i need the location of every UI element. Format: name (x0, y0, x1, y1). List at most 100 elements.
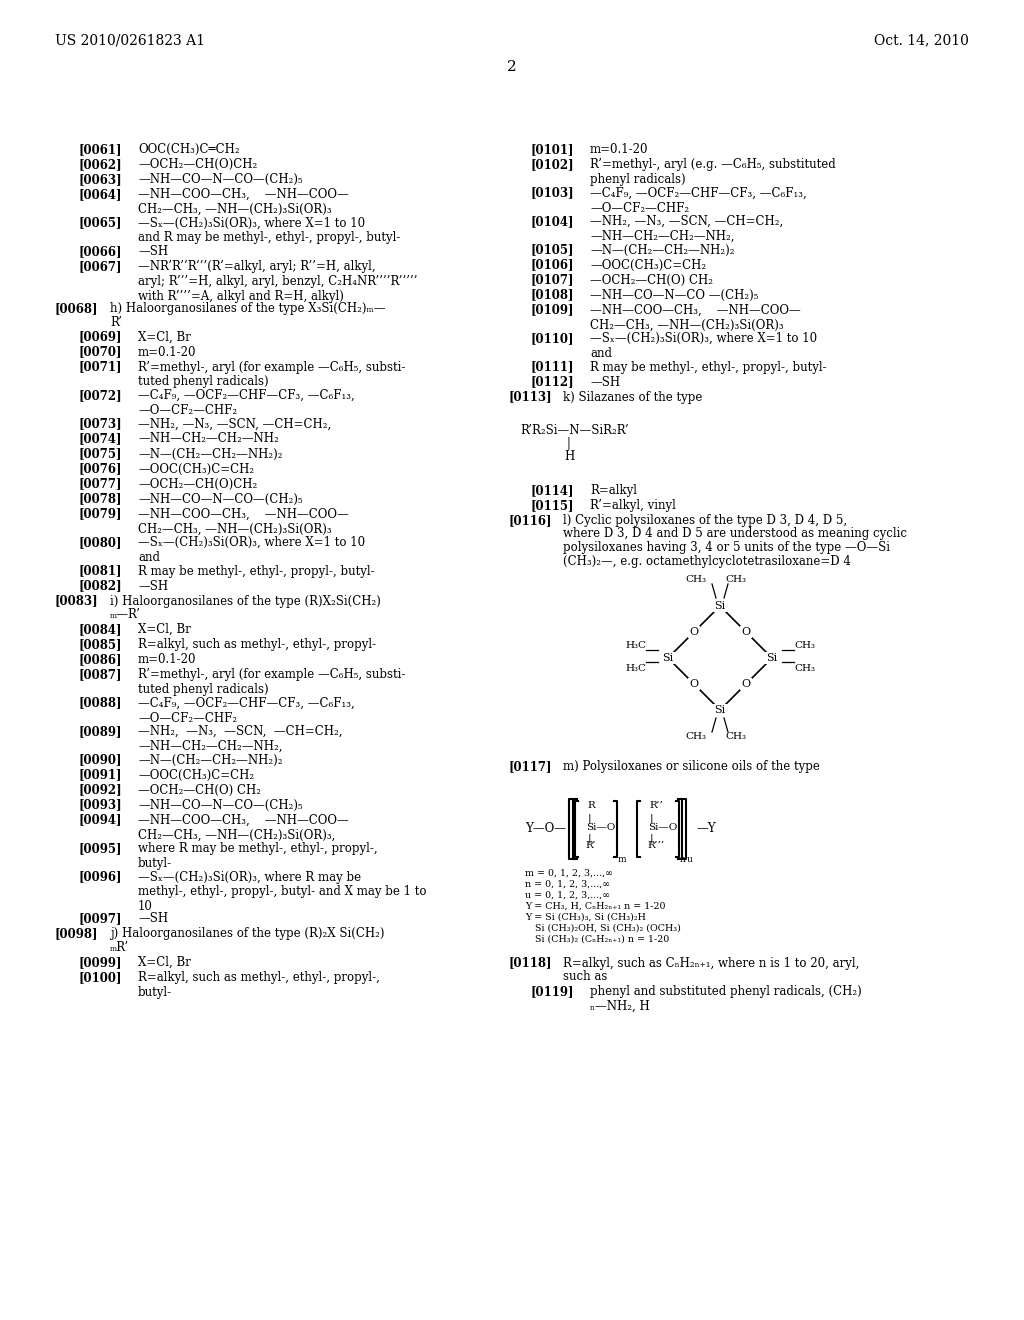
Text: [0086]: [0086] (78, 653, 122, 667)
Text: ₘ—R’: ₘ—R’ (110, 609, 141, 620)
Text: CH₃: CH₃ (725, 733, 746, 741)
Text: —N—(CH₂—CH₂—NH₂)₂: —N—(CH₂—CH₂—NH₂)₂ (590, 243, 734, 256)
Text: O: O (741, 627, 751, 638)
Text: [0068]: [0068] (55, 302, 98, 315)
Text: m = 0, 1, 2, 3,...,∞: m = 0, 1, 2, 3,...,∞ (525, 869, 613, 878)
Text: —Sₓ—(CH₂)₃Si(OR)₃, where R may be
methyl-, ethyl-, propyl-, butyl- and X may be : —Sₓ—(CH₂)₃Si(OR)₃, where R may be methyl… (138, 870, 427, 913)
Text: (CH₃)₂—, e.g. octamethylcyclotetrasiloxane=D 4: (CH₃)₂—, e.g. octamethylcyclotetrasiloxa… (563, 554, 851, 568)
Text: u = 0, 1, 2, 3,...,∞: u = 0, 1, 2, 3,...,∞ (525, 891, 610, 899)
Text: —NH—CO—N—CO—(CH₂)₅: —NH—CO—N—CO—(CH₂)₅ (138, 799, 303, 812)
Text: [0083]: [0083] (55, 594, 98, 607)
Text: —N—(CH₂—CH₂—NH₂)₂: —N—(CH₂—CH₂—NH₂)₂ (138, 754, 283, 767)
Text: [0095]: [0095] (78, 842, 122, 855)
Text: —OOC(CH₃)C=CH₂: —OOC(CH₃)C=CH₂ (138, 462, 254, 475)
Text: —C₄F₉, —OCF₂—CHF—CF₃, —C₆F₁₃,
—O—CF₂—CHF₂: —C₄F₉, —OCF₂—CHF—CF₃, —C₆F₁₃, —O—CF₂—CHF… (138, 389, 354, 417)
Text: [0066]: [0066] (78, 246, 122, 257)
Text: m) Polysiloxanes or silicone oils of the type: m) Polysiloxanes or silicone oils of the… (563, 760, 820, 774)
Text: m=0.1-20: m=0.1-20 (590, 143, 648, 156)
Text: [0081]: [0081] (78, 565, 122, 578)
Text: [0065]: [0065] (78, 216, 122, 230)
Text: Y—O—: Y—O— (525, 821, 566, 834)
Text: [0098]: [0098] (55, 928, 98, 940)
Text: [0082]: [0082] (78, 579, 122, 593)
Text: |: | (650, 813, 653, 822)
Text: [0113]: [0113] (508, 391, 552, 404)
Text: —NH₂, —N₃, —SCN, —CH=CH₂,
—NH—CH₂—CH₂—NH₂,: —NH₂, —N₃, —SCN, —CH=CH₂, —NH—CH₂—CH₂—NH… (590, 215, 783, 243)
Text: —Y: —Y (696, 821, 716, 834)
Text: [0089]: [0089] (78, 725, 122, 738)
Text: [0070]: [0070] (78, 346, 122, 359)
Text: n = 0, 1, 2, 3,...,∞: n = 0, 1, 2, 3,...,∞ (525, 879, 610, 888)
Text: [0105]: [0105] (530, 243, 573, 256)
Text: [0115]: [0115] (530, 499, 573, 512)
Text: |: | (588, 813, 592, 822)
Text: —C₄F₉, —OCF₂—CHF—CF₃, —C₆F₁₃,
—O—CF₂—CHF₂: —C₄F₉, —OCF₂—CHF—CF₃, —C₆F₁₃, —O—CF₂—CHF… (590, 186, 807, 214)
Text: k) Silazanes of the type: k) Silazanes of the type (563, 391, 702, 404)
Text: —OOC(CH₃)C=CH₂: —OOC(CH₃)C=CH₂ (590, 259, 707, 272)
Text: —NR’R’’R’’’(R’=alkyl, aryl; R’’=H, alkyl,
aryl; R’’’=H, alkyl, aryl, benzyl, C₂H: —NR’R’’R’’’(R’=alkyl, aryl; R’’=H, alkyl… (138, 260, 418, 304)
Text: [0071]: [0071] (78, 360, 122, 374)
Text: —OOC(CH₃)C=CH₂: —OOC(CH₃)C=CH₂ (138, 768, 254, 781)
Text: [0076]: [0076] (78, 462, 122, 475)
Text: R’=methyl-, aryl (for example —C₆H₅, substi-
tuted phenyl radicals): R’=methyl-, aryl (for example —C₆H₅, sub… (138, 668, 406, 696)
Text: —NH—COO—CH₃,    —NH—COO—
CH₂—CH₃, —NH—(CH₂)₃Si(OR)₃: —NH—COO—CH₃, —NH—COO— CH₂—CH₃, —NH—(CH₂)… (138, 187, 349, 216)
Text: Si: Si (715, 705, 726, 715)
Text: Y = CH₃, H, CₙH₂ₙ₊₁ n = 1-20: Y = CH₃, H, CₙH₂ₙ₊₁ n = 1-20 (525, 902, 666, 911)
Text: [0102]: [0102] (530, 158, 573, 172)
Text: R’R₂Si—N—SiR₂R’: R’R₂Si—N—SiR₂R’ (520, 424, 629, 437)
Text: [0084]: [0084] (78, 623, 122, 636)
Text: |: | (650, 833, 653, 843)
Text: X=Cl, Br: X=Cl, Br (138, 956, 190, 969)
Text: [0061]: [0061] (78, 143, 122, 156)
Text: [0100]: [0100] (78, 972, 122, 983)
Text: [0094]: [0094] (78, 813, 122, 826)
Text: CH₃: CH₃ (794, 642, 815, 651)
Text: —SH: —SH (138, 246, 168, 257)
Text: [0085]: [0085] (78, 638, 122, 651)
Text: [0117]: [0117] (508, 760, 552, 774)
Text: [0107]: [0107] (530, 273, 573, 286)
Text: —Sₓ—(CH₂)₃Si(OR)₃, where X=1 to 10
and R may be methyl-, ethyl-, propyl-, butyl-: —Sₓ—(CH₂)₃Si(OR)₃, where X=1 to 10 and R… (138, 216, 400, 244)
Text: [0077]: [0077] (78, 478, 122, 491)
Text: R’: R’ (110, 315, 122, 329)
Text: [0101]: [0101] (530, 143, 573, 156)
Text: US 2010/0261823 A1: US 2010/0261823 A1 (55, 33, 205, 48)
Text: Si—O: Si—O (586, 822, 615, 832)
Text: R may be methyl-, ethyl-, propyl-, butyl-: R may be methyl-, ethyl-, propyl-, butyl… (590, 360, 826, 374)
Text: O: O (689, 627, 698, 638)
Text: [0087]: [0087] (78, 668, 122, 681)
Text: [0103]: [0103] (530, 186, 573, 199)
Text: R=alkyl, such as CₙH₂ₙ₊₁, where n is 1 to 20, aryl,: R=alkyl, such as CₙH₂ₙ₊₁, where n is 1 t… (563, 957, 859, 969)
Text: Si: Si (715, 601, 726, 611)
Text: [0080]: [0080] (78, 536, 122, 549)
Text: H₃C: H₃C (625, 642, 646, 651)
Text: [0104]: [0104] (530, 215, 573, 228)
Text: [0088]: [0088] (78, 697, 122, 710)
Text: Si: Si (766, 653, 777, 663)
Text: R=alkyl, such as methyl-, ethyl-, propyl-,
butyl-: R=alkyl, such as methyl-, ethyl-, propyl… (138, 972, 380, 999)
Text: OOC(CH₃)C═CH₂: OOC(CH₃)C═CH₂ (138, 143, 240, 156)
Text: [0074]: [0074] (78, 433, 122, 446)
Text: m=0.1-20: m=0.1-20 (138, 346, 197, 359)
Text: [0090]: [0090] (78, 754, 122, 767)
Text: X=Cl, Br: X=Cl, Br (138, 623, 190, 636)
Text: —OCH₂—CH(O)CH₂: —OCH₂—CH(O)CH₂ (138, 478, 257, 491)
Text: —OCH₂—CH(O)CH₂: —OCH₂—CH(O)CH₂ (138, 158, 257, 172)
Text: [0114]: [0114] (530, 484, 573, 498)
Text: R=alkyl: R=alkyl (590, 484, 637, 498)
Text: [0110]: [0110] (530, 333, 573, 345)
Text: [0099]: [0099] (78, 956, 122, 969)
Text: R’=methyl-, aryl (e.g. —C₆H₅, substituted
phenyl radicals): R’=methyl-, aryl (e.g. —C₆H₅, substitute… (590, 158, 836, 186)
Text: —SH: —SH (138, 912, 168, 925)
Text: l) Cyclic polysiloxanes of the type D 3, D 4, D 5,: l) Cyclic polysiloxanes of the type D 3,… (563, 513, 847, 527)
Text: [0064]: [0064] (78, 187, 122, 201)
Text: [0109]: [0109] (530, 304, 573, 317)
Text: [0067]: [0067] (78, 260, 122, 273)
Text: —NH—CO—N—CO —(CH₂)₅: —NH—CO—N—CO —(CH₂)₅ (590, 289, 759, 301)
Text: [0062]: [0062] (78, 158, 122, 172)
Text: where R may be methyl-, ethyl-, propyl-,
butyl-: where R may be methyl-, ethyl-, propyl-,… (138, 842, 378, 870)
Text: Oct. 14, 2010: Oct. 14, 2010 (874, 33, 969, 48)
Text: [0078]: [0078] (78, 492, 122, 506)
Text: —OCH₂—CH(O) CH₂: —OCH₂—CH(O) CH₂ (590, 273, 713, 286)
Text: H₃C: H₃C (625, 664, 646, 673)
